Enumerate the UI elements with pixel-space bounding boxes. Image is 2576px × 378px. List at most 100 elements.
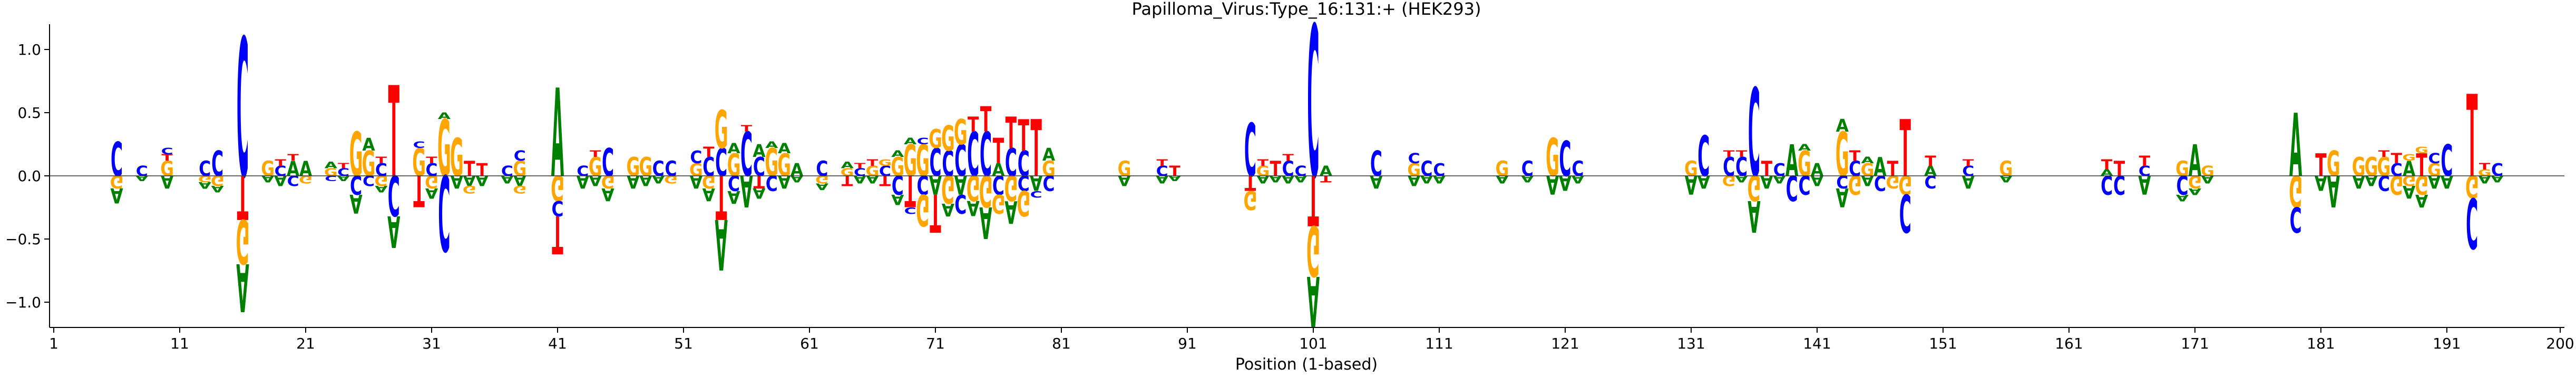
logo-letter-c: C: [161, 146, 173, 156]
logo-letter-a: A: [261, 174, 275, 184]
logo-letter-a: A: [652, 173, 665, 185]
logo-letter-c: C: [879, 163, 891, 179]
logo-letter-a: A: [1408, 173, 1421, 189]
logo-letter-g: G: [1407, 160, 1421, 180]
logo-letter-a: A: [1282, 173, 1295, 185]
logo-letter-c: C: [753, 152, 765, 182]
logo-letter-g: G: [664, 173, 678, 185]
logo-letter-c: C: [1156, 163, 1168, 179]
logo-letter-g: G: [463, 183, 476, 195]
logo-letter-g: G: [450, 128, 464, 189]
x-tick-label: 121: [1551, 335, 1579, 352]
logo-letter-a: A: [1521, 174, 1534, 184]
logo-letter-a: A: [299, 157, 313, 181]
logo-letter-t: T: [1723, 149, 1734, 159]
logo-letter-a: A: [362, 134, 375, 155]
logo-letter-a: A: [1836, 182, 1849, 212]
logo-letter-c: C: [2139, 163, 2151, 179]
logo-letter-a: A: [753, 185, 766, 202]
y-tick-label: −0.5: [5, 231, 41, 248]
logo-letter-t: T: [1761, 157, 1773, 181]
logo-letter-c: C: [954, 188, 967, 218]
logo-letter-t: T: [590, 149, 601, 159]
logo-letter-c: C: [375, 160, 387, 180]
logo-letter-c: C: [551, 196, 563, 220]
logo-letter-c: C: [350, 170, 362, 200]
logo-letter-g: G: [2389, 170, 2403, 200]
logo-letter-a: A: [1559, 171, 1572, 194]
logo-letter-g: G: [2402, 173, 2416, 189]
logo-letter-t: T: [1282, 153, 1293, 163]
logo-letter-a: A: [1320, 163, 1333, 179]
logo-letter-c: C: [1244, 108, 1256, 193]
logo-letter-g: G: [2427, 160, 2441, 180]
logo-letter-a: A: [1256, 173, 1270, 185]
logo-letter-t: T: [930, 182, 941, 243]
logo-letter-c: C: [2491, 160, 2503, 180]
logo-letter-a: A: [425, 185, 438, 202]
x-tick-label: 161: [2055, 335, 2083, 352]
logo-letter-t: T: [980, 100, 991, 141]
logo-letter-g: G: [979, 165, 993, 216]
logo-letter-g: G: [2188, 172, 2202, 192]
logo-letter-g: G: [110, 172, 124, 192]
logo-letter-c: C: [1043, 171, 1055, 194]
logo-letter-a: A: [2403, 182, 2415, 202]
logo-letter-c: C: [1735, 152, 1748, 182]
x-tick-label: 101: [1299, 335, 1327, 352]
logo-letter-g: G: [1496, 157, 1509, 181]
logo-letter-g: G: [715, 101, 728, 161]
logo-letter-g: G: [261, 157, 275, 181]
logo-letter-c: C: [1307, 0, 1319, 225]
logo-letter-t: T: [1018, 110, 1030, 161]
logo-letter-t: T: [2114, 157, 2125, 181]
logo-letter-g: G: [589, 152, 602, 182]
logo-letter-t: T: [993, 132, 1004, 172]
logo-letter-g: G: [992, 188, 1006, 218]
logo-letter-t: T: [1849, 148, 1861, 164]
logo-letter-c: C: [1018, 144, 1030, 185]
logo-letter-t: T: [1736, 149, 1747, 159]
x-axis-label: Position (1-based): [1235, 355, 1378, 374]
logo-letter-c: C: [363, 173, 375, 189]
logo-letter-t: T: [1030, 104, 1041, 195]
logo-letter-a: A: [778, 140, 791, 156]
logo-letter-g: G: [1848, 170, 1862, 200]
logo-letter-c: C: [904, 205, 916, 215]
logo-letter-a: A: [1785, 135, 1798, 186]
y-tick-label: 0.0: [17, 167, 41, 185]
logo-letter-c: C: [111, 132, 123, 187]
logo-letter-a: A: [765, 140, 778, 150]
logo-letter-g: G: [1748, 167, 1761, 207]
x-tick-label: 91: [1178, 335, 1197, 352]
logo-letter-c: C: [602, 141, 614, 185]
logo-letter-c: C: [1962, 163, 1974, 179]
logo-letter-g: G: [375, 173, 388, 189]
logo-letter-c: C: [1433, 160, 1445, 180]
logo-letter-g: G: [412, 141, 426, 185]
y-tick-label: −1.0: [5, 294, 41, 311]
logo-letter-a: A: [727, 140, 740, 156]
logo-letter-a: A: [2478, 173, 2491, 185]
logo-letter-a: A: [1496, 173, 1509, 185]
logo-letter-a: A: [841, 161, 854, 171]
logo-letter-g: G: [2415, 170, 2428, 200]
logo-letter-g: G: [941, 166, 955, 211]
logo-letter-a: A: [690, 172, 702, 192]
logo-letter-g: G: [236, 206, 250, 276]
logo-letter-c: C: [2441, 135, 2453, 186]
logo-letter-g: G: [2352, 152, 2366, 182]
logo-letter-g: G: [1042, 157, 1056, 181]
logo-letter-g: G: [891, 152, 904, 182]
logo-letter-c: C: [237, 0, 249, 221]
logo-letter-a: A: [161, 172, 173, 192]
logo-letter-t: T: [754, 172, 765, 192]
logo-letter-g: G: [954, 113, 968, 153]
logo-letter-g: G: [2175, 157, 2189, 181]
logo-letter-g: G: [513, 157, 526, 181]
logo-letter-a: A: [942, 200, 954, 220]
logo-letter-a: A: [853, 173, 866, 185]
logo-letter-a: A: [1168, 174, 1182, 182]
logo-letter-g: G: [2478, 168, 2492, 178]
logo-letter-c: C: [929, 141, 941, 185]
